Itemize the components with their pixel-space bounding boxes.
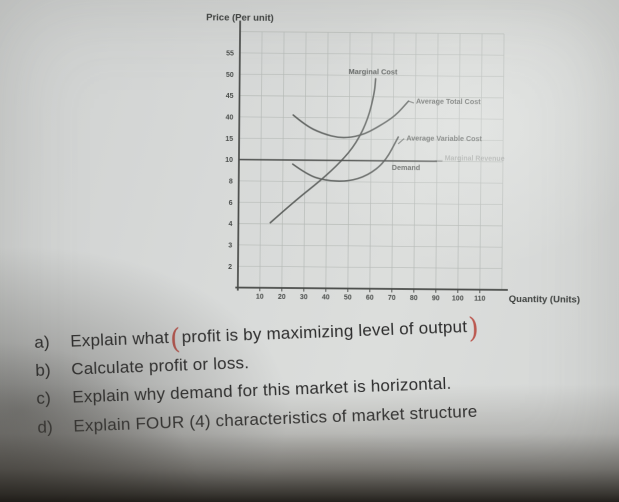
svg-text:100: 100 <box>452 295 464 302</box>
svg-text:Average Total Cost: Average Total Cost <box>416 97 481 107</box>
svg-text:55: 55 <box>226 50 234 57</box>
svg-text:Marginal Revenue: Marginal Revenue <box>445 155 505 163</box>
svg-text:70: 70 <box>388 295 396 302</box>
question-list: a) Explain what(profit is by maximizing … <box>33 312 586 447</box>
svg-text:8: 8 <box>229 178 233 185</box>
svg-text:40: 40 <box>225 114 233 121</box>
svg-text:30: 30 <box>300 294 308 301</box>
question-letter-c: c) <box>36 388 52 409</box>
svg-text:50: 50 <box>226 72 234 79</box>
question-text-b: Calculate profit or loss. <box>70 353 250 379</box>
svg-text:10: 10 <box>256 294 264 301</box>
chart-canvas: 55 50 45 40 15 10 8 6 4 3 2 10 20 30 40 50 60 70 80 90 100 11… <box>206 12 580 306</box>
question-a-body: profit is by maximizing level of output <box>181 317 468 347</box>
svg-text:4: 4 <box>228 221 232 228</box>
question-letter-d: d) <box>37 416 54 437</box>
question-letter-b: b) <box>34 360 52 381</box>
svg-text:40: 40 <box>322 294 330 301</box>
svg-text:2: 2 <box>228 264 232 271</box>
svg-text:Demand: Demand <box>392 163 420 172</box>
svg-text:80: 80 <box>410 295 418 302</box>
question-a-lead: Explain what <box>69 328 170 351</box>
svg-text:3: 3 <box>228 242 232 249</box>
question-text-a: Explain what(profit is by maximizing lev… <box>69 312 480 356</box>
svg-text:Marginal Cost: Marginal Cost <box>349 67 398 76</box>
svg-text:10: 10 <box>225 157 233 164</box>
question-letter-a: a) <box>33 332 51 352</box>
svg-text:Price (Per unit): Price (Per unit) <box>206 12 274 24</box>
svg-text:Average Variable Cost: Average Variable Cost <box>406 134 482 144</box>
svg-text:90: 90 <box>432 295 440 302</box>
svg-text:Quantity (Units): Quantity (Units) <box>509 294 580 306</box>
svg-text:110: 110 <box>474 296 485 303</box>
svg-text:20: 20 <box>278 294 286 301</box>
svg-text:45: 45 <box>226 93 234 100</box>
svg-text:6: 6 <box>229 200 233 207</box>
question-text-c: Explain why demand for this market is ho… <box>72 374 452 408</box>
question-text-d: Explain FOUR (4) characteristics of mark… <box>73 401 478 436</box>
cost-curves-chart: 55 50 45 40 15 10 8 6 4 3 2 10 20 30 40 50 60 70 80 90 100 11… <box>202 2 605 305</box>
svg-text:60: 60 <box>366 295 374 302</box>
bottom-light-wedge <box>210 430 450 502</box>
svg-text:50: 50 <box>344 294 352 301</box>
svg-text:15: 15 <box>225 136 233 143</box>
